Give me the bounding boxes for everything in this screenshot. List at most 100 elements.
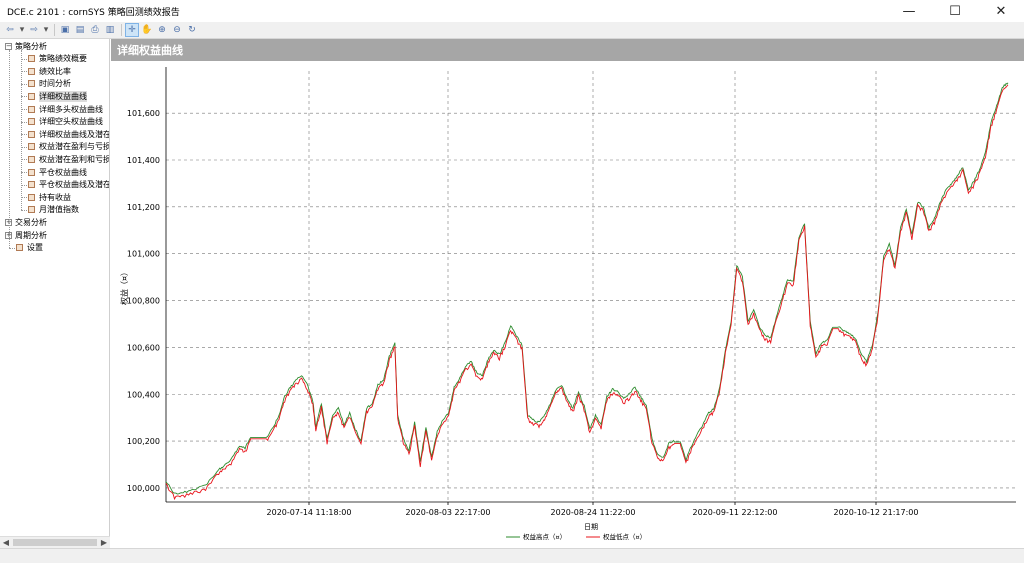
y-tick-label: 100,200 [127, 437, 160, 446]
tree-item-strategy-9[interactable]: 平仓权益曲线 [28, 166, 87, 178]
zoom-in-icon[interactable]: ⊕ [158, 25, 166, 35]
tree-item-label: 策略分析 [15, 41, 47, 51]
tree-item-strategy-2[interactable]: 时间分析 [28, 78, 71, 90]
tree-item-strategy-11[interactable]: 持有收益 [28, 191, 71, 203]
equity-high-series-line [165, 82, 1009, 495]
tree-item-label: 平仓权益曲线及潜在 [39, 180, 110, 190]
tree-item-strategy-4[interactable]: 详细多头权益曲线 [28, 103, 103, 115]
report-page-icon [28, 193, 35, 201]
tree-item-strategy-10[interactable]: 平仓权益曲线及潜在 [28, 179, 110, 191]
report-page-icon [28, 80, 35, 88]
legend-entry: 权益低点（¤） [603, 532, 646, 541]
report-page-icon [28, 168, 35, 176]
tree-connector-line [21, 184, 29, 186]
equity-low-series-line [165, 84, 1009, 501]
tree-item-strategy-3[interactable]: 详细权益曲线 [28, 90, 87, 102]
print-icon[interactable]: ⎙ [91, 25, 99, 35]
x-tick-label: 2020-10-12 21:17:00 [834, 508, 919, 517]
tree-item-label: 策略绩效概要 [39, 54, 87, 64]
report-page-icon [28, 92, 35, 100]
tree-connector-line [21, 71, 29, 73]
close-button[interactable]: ✕ [995, 3, 1007, 19]
y-tick-label: 101,200 [127, 203, 160, 212]
tree-item-strategy-7[interactable]: 权益潜在盈利与亏损 [28, 141, 110, 153]
y-tick-label: 101,000 [127, 250, 160, 259]
tree-item-label: 详细权益曲线 [39, 90, 87, 102]
expand-icon[interactable]: + [5, 217, 12, 226]
tree-item-label: 权益潜在盈利与亏损 [39, 142, 110, 152]
toolbar-separator [121, 24, 122, 36]
title-bar: DCE.c 2101 : cornSYS 策略回测绩效报告 — ☐ ✕ [0, 0, 1024, 22]
tree-connector-line [21, 146, 29, 148]
save-icon[interactable]: ▣ [60, 25, 70, 35]
tree-item-strategy-8[interactable]: 权益潜在盈利和亏损 [28, 153, 109, 165]
export-icon[interactable]: ▤ [75, 25, 85, 35]
tree-item-strategy-6[interactable]: 详细权益曲线及潜在 [28, 128, 109, 140]
equity-curve-chart[interactable]: 100,000 100,200 100,400 100,600 100,800 101,0… [111, 61, 1024, 548]
tree-connector-line [21, 197, 29, 199]
tree-item-label: 月潜值指数 [39, 205, 79, 215]
tree-item-label: 平仓权益曲线 [39, 167, 87, 177]
maximize-button[interactable]: ☐ [949, 3, 961, 19]
tree-connector-line [9, 247, 17, 249]
toolbar-separator [54, 24, 55, 36]
view-icon[interactable]: ▥ [105, 25, 115, 35]
reset-icon[interactable]: ↻ [188, 25, 196, 35]
y-axis-label: 权益（¤） [119, 268, 129, 305]
tree-connector-line [21, 109, 29, 110]
report-page-icon [28, 155, 35, 163]
dropdown-icon[interactable]: ▾ [19, 25, 25, 35]
report-page-icon [28, 130, 35, 138]
status-bar [0, 548, 1024, 563]
tree-item-label: 设置 [27, 243, 43, 253]
sidebar-horizontal-scrollbar[interactable]: ◀ ▶ [0, 536, 110, 548]
tree-item-trade-analysis[interactable]: + 交易分析 [5, 216, 47, 228]
report-content: 详细权益曲线 100,000 100,200 100,400 100,600 100,8… [111, 39, 1024, 548]
x-tick-label: 2020-08-03 22:17:00 [406, 508, 491, 517]
report-page-icon [28, 67, 35, 75]
tree-item-strategy-1[interactable]: 绩效比率 [28, 65, 71, 77]
report-page-icon [28, 118, 35, 126]
back-icon[interactable]: ⇦ [6, 25, 14, 35]
crosshair-icon[interactable]: ✛ [125, 23, 139, 37]
tree-item-strategy-analysis[interactable]: − 策略分析 [5, 40, 47, 52]
report-page-icon [28, 181, 35, 189]
tree-item-strategy-0[interactable]: 策略绩效概要 [28, 53, 87, 65]
tree-item-strategy-12[interactable]: 月潜值指数 [28, 204, 79, 216]
pan-hand-icon[interactable]: ✋ [141, 25, 153, 35]
report-page-icon [28, 55, 35, 63]
collapse-icon[interactable]: − [5, 41, 12, 50]
scroll-left-arrow-icon[interactable]: ◀ [2, 538, 10, 547]
zoom-out-icon[interactable]: ⊖ [173, 25, 181, 35]
x-tick-label: 2020-09-11 22:12:00 [693, 508, 778, 517]
tree-item-label: 周期分析 [15, 230, 47, 240]
report-page-icon [28, 105, 35, 113]
report-page-icon [16, 244, 23, 252]
tree-connector-line [21, 121, 29, 123]
tree-item-settings[interactable]: 设置 [16, 242, 43, 254]
tree-item-period-analysis[interactable]: + 周期分析 [5, 229, 47, 241]
tree-item-label: 时间分析 [39, 79, 71, 89]
tree-connector-line [21, 159, 29, 161]
forward-icon[interactable]: ⇨ [30, 25, 38, 35]
window-title: DCE.c 2101 : cornSYS 策略回测绩效报告 [7, 7, 180, 18]
expand-icon[interactable]: + [5, 230, 12, 239]
y-tick-label: 101,400 [127, 156, 160, 165]
tree-connector-line [21, 209, 29, 211]
scroll-right-arrow-icon[interactable]: ▶ [100, 538, 108, 547]
y-tick-label: 100,800 [127, 297, 160, 306]
tree-connector-line [21, 58, 29, 60]
tree-item-label: 详细空头权益曲线 [39, 117, 103, 127]
tree-connector-line [9, 50, 10, 248]
report-navigation-tree: − 策略分析策略绩效概要 绩效比率时间分析 详细权益曲线 详细多头权益曲线详细空头权益曲… [0, 39, 110, 548]
section-header: 详细权益曲线 [111, 39, 1024, 61]
tree-connector-line [21, 96, 29, 98]
dropdown-icon[interactable]: ▾ [43, 25, 49, 35]
tree-item-label: 持有收益 [39, 192, 71, 202]
tree-item-label: 绩效比率 [39, 66, 71, 76]
tree-item-strategy-5[interactable]: 详细空头权益曲线 [28, 116, 103, 128]
tree-connector-line [21, 83, 29, 85]
scrollbar-thumb[interactable] [13, 539, 97, 546]
minimize-button[interactable]: — [902, 3, 916, 19]
